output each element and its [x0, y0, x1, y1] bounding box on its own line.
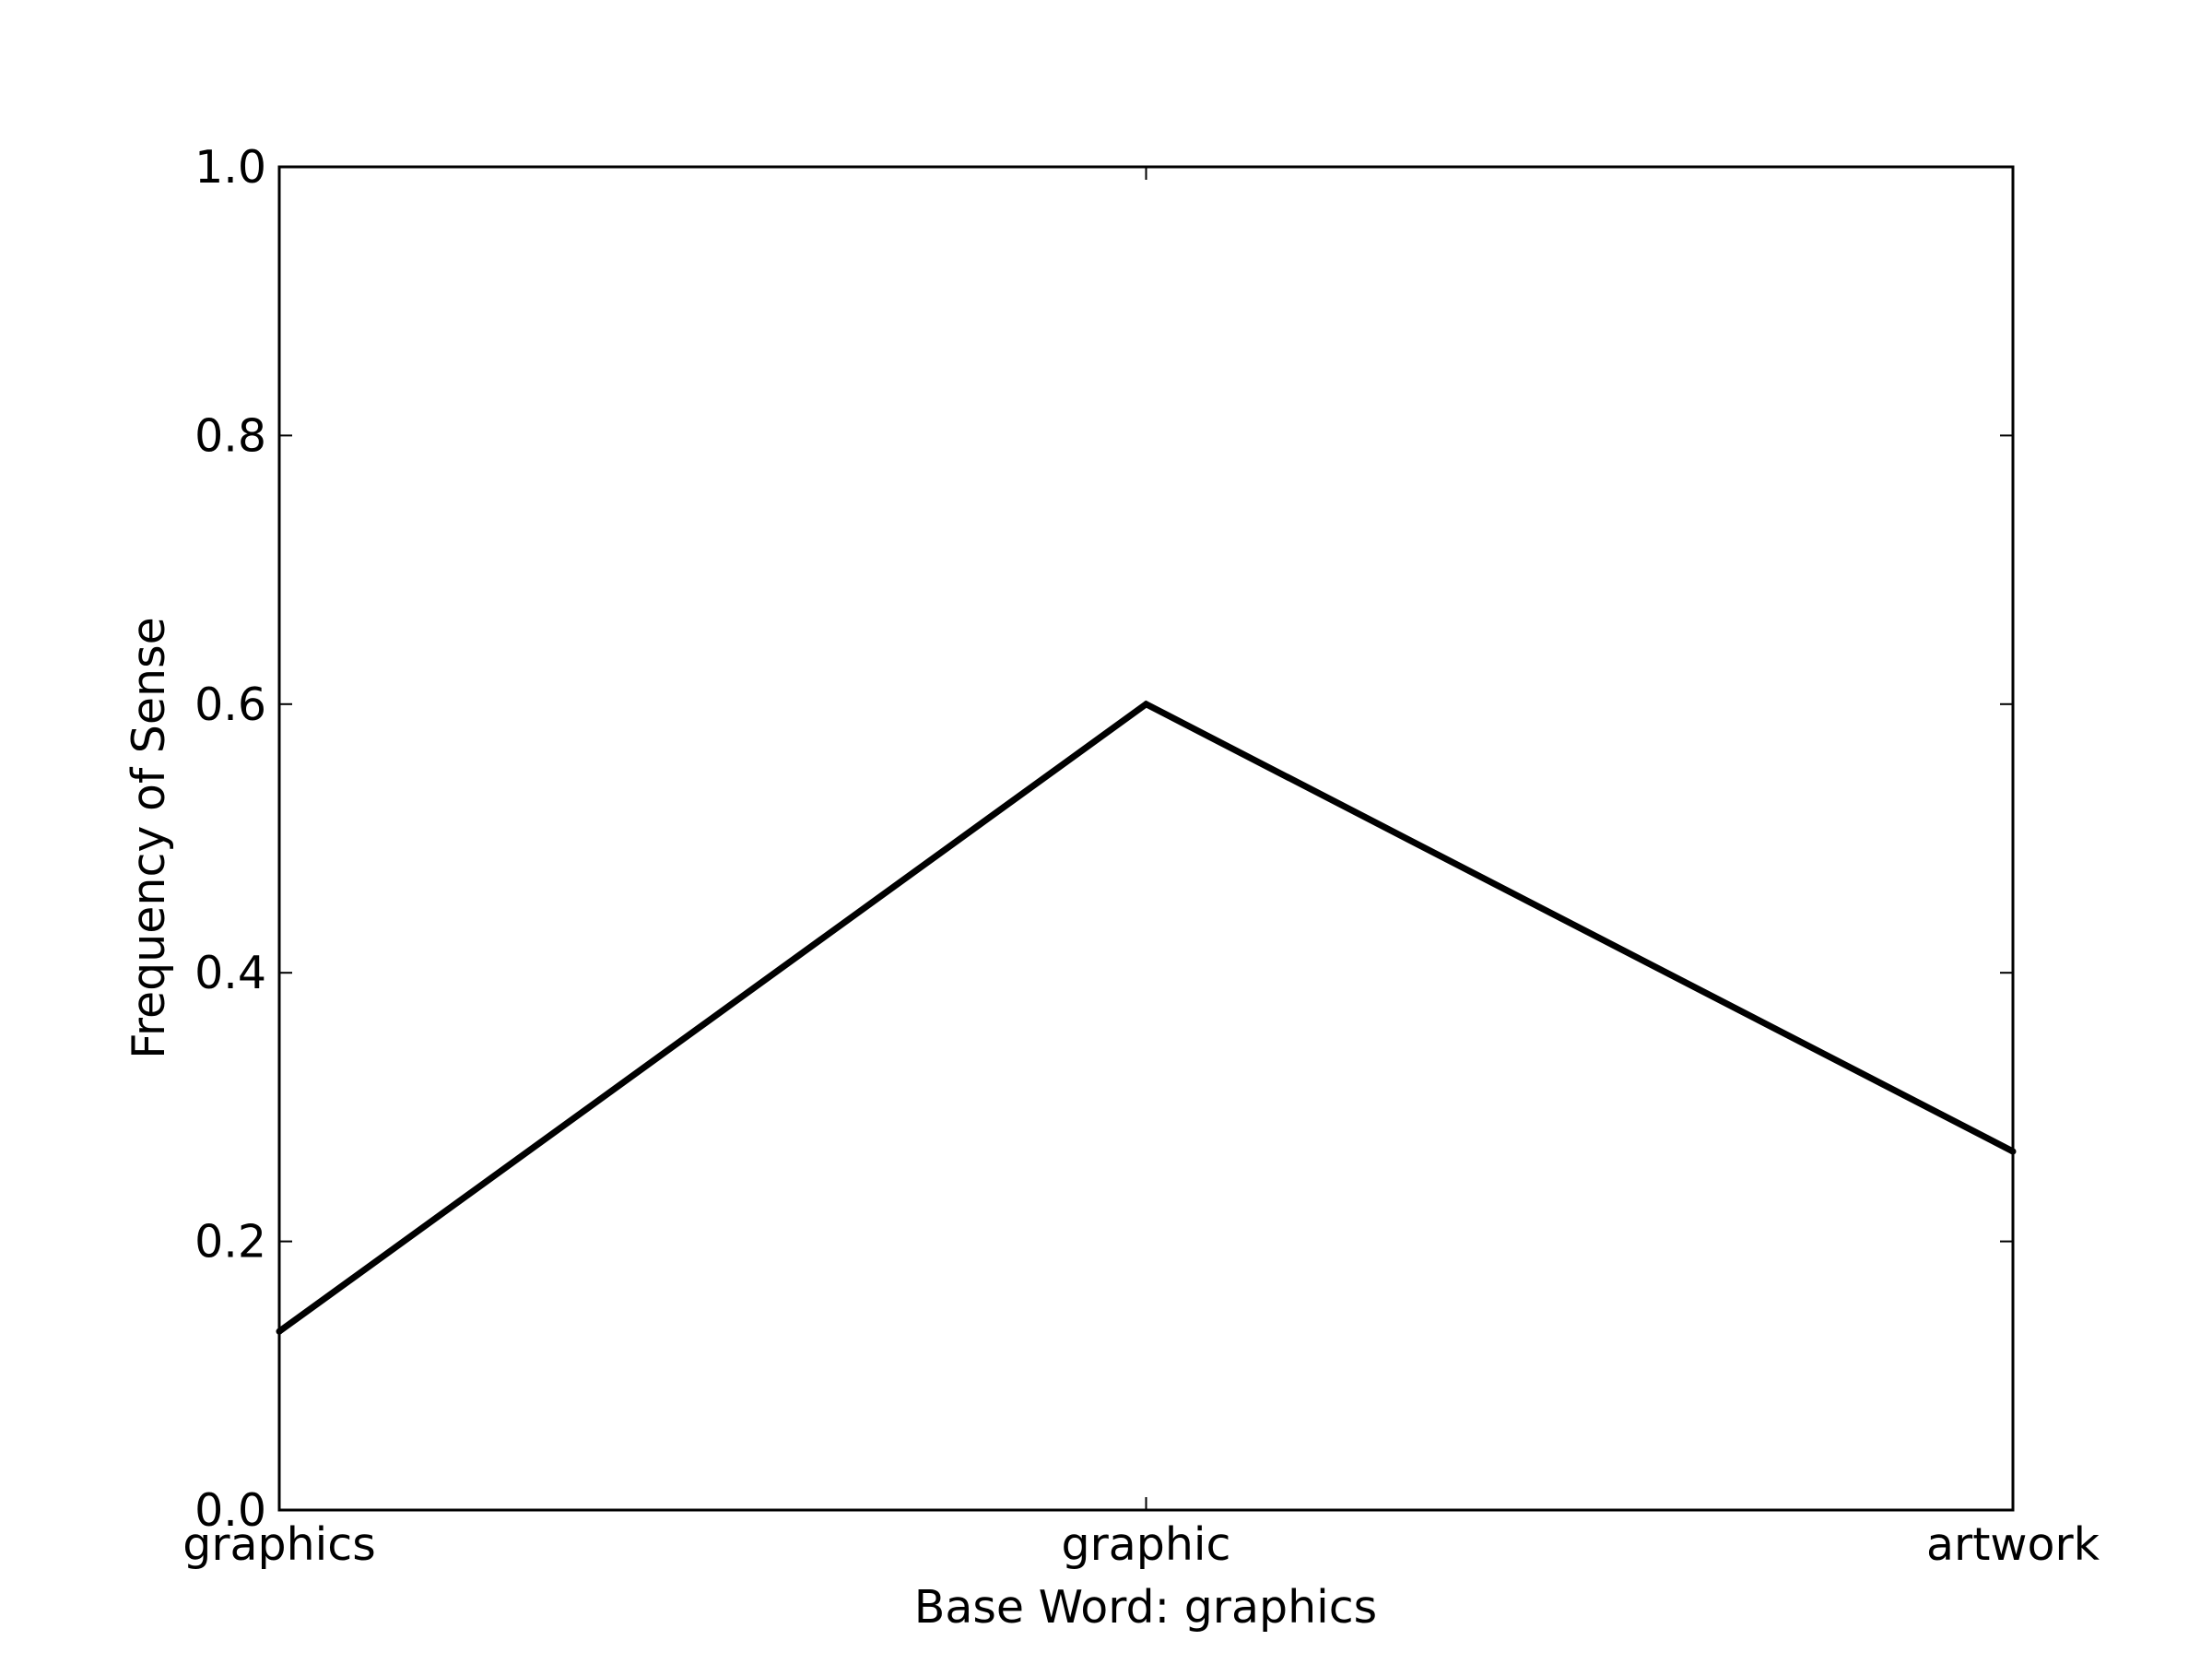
- y-tick-label: 0.6: [194, 679, 266, 731]
- x-tick-label: graphics: [182, 1518, 376, 1571]
- x-axis-label: Base Word: graphics: [914, 1581, 1377, 1634]
- plot-area-frame: [277, 165, 2015, 1512]
- y-tick-label: 1.0: [194, 141, 266, 194]
- y-axis-label: Frequency of Sense: [123, 617, 175, 1059]
- x-tick-label: artwork: [1926, 1518, 2100, 1571]
- y-tick-label: 0.2: [194, 1216, 266, 1269]
- y-tick-label: 0.0: [194, 1484, 266, 1537]
- x-tick-label: graphic: [1062, 1518, 1231, 1571]
- data-point: [1143, 701, 1149, 708]
- x-tick-labels: graphics graphic artwork: [182, 1518, 2100, 1571]
- series-layer: [276, 700, 2017, 1335]
- y-tick-labels: 0.0 0.2 0.4 0.6 0.8 1.0: [194, 141, 266, 1537]
- y-tick-label: 0.8: [194, 409, 266, 462]
- y-tick-label: 0.4: [194, 947, 266, 999]
